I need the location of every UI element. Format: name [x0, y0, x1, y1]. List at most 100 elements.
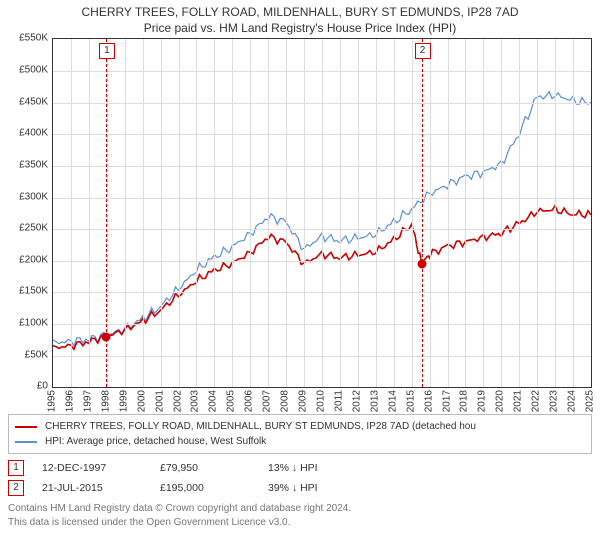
x-tick-label: 2025 — [585, 390, 596, 412]
event-dot-2 — [417, 259, 426, 268]
gridline-v — [537, 39, 538, 387]
gridline-v — [573, 39, 574, 387]
x-tick-label: 1999 — [118, 390, 129, 412]
gridline-v — [448, 39, 449, 387]
plot-area: 12 — [52, 38, 592, 388]
event-marker-inline: 1 — [8, 460, 24, 476]
x-tick-label: 2003 — [190, 390, 201, 412]
x-tick-label: 2021 — [513, 390, 524, 412]
x-tick-label: 1998 — [100, 390, 111, 412]
y-axis: £0£50K£100K£150K£200K£250K£300K£350K£400… — [8, 38, 52, 388]
gridline-v — [143, 39, 144, 387]
gridline-v — [179, 39, 180, 387]
gridline-v — [214, 39, 215, 387]
legend-area: CHERRY TREES, FOLLY ROAD, MILDENHALL, BU… — [8, 414, 592, 529]
x-tick-label: 2012 — [351, 390, 362, 412]
gridline-v — [250, 39, 251, 387]
gridline-v — [519, 39, 520, 387]
y-tick-label: £500K — [19, 65, 48, 76]
x-tick-label: 2004 — [208, 390, 219, 412]
x-tick-label: 2005 — [226, 390, 237, 412]
gridline-v — [412, 39, 413, 387]
gridline-v — [232, 39, 233, 387]
y-tick-label: £100K — [19, 318, 48, 329]
y-tick-label: £150K — [19, 286, 48, 297]
chart-title-line1: CHERRY TREES, FOLLY ROAD, MILDENHALL, BU… — [8, 4, 592, 20]
legend-row-hpi: HPI: Average price, detached house, West… — [15, 434, 585, 449]
event-date: 21-JUL-2015 — [42, 482, 142, 494]
x-tick-label: 2018 — [459, 390, 470, 412]
y-tick-label: £50K — [25, 349, 48, 360]
x-tick-label: 2023 — [549, 390, 560, 412]
gridline-v — [286, 39, 287, 387]
event-marker-2: 2 — [415, 43, 431, 59]
x-tick-label: 2008 — [280, 390, 291, 412]
x-tick-label: 2016 — [423, 390, 434, 412]
x-tick-label: 2010 — [316, 390, 327, 412]
event-data-row: 1 12-DEC-1997 £79,950 13% ↓ HPI — [8, 460, 592, 476]
y-tick-label: £250K — [19, 223, 48, 234]
gridline-v — [268, 39, 269, 387]
gridline-v — [555, 39, 556, 387]
y-tick-label: £400K — [19, 128, 48, 139]
x-tick-label: 1997 — [82, 390, 93, 412]
event-dot-1 — [101, 332, 110, 341]
x-tick-label: 2001 — [154, 390, 165, 412]
gridline-v — [340, 39, 341, 387]
x-tick-label: 2015 — [405, 390, 416, 412]
event-delta: 13% ↓ HPI — [268, 462, 318, 474]
footer-line1: Contains HM Land Registry data © Crown c… — [8, 502, 592, 516]
x-tick-label: 2017 — [441, 390, 452, 412]
legend-row-property: CHERRY TREES, FOLLY ROAD, MILDENHALL, BU… — [15, 419, 585, 434]
chart-area: £0£50K£100K£150K£200K£250K£300K£350K£400… — [8, 38, 592, 408]
y-tick-label: £550K — [19, 33, 48, 44]
x-tick-label: 2009 — [298, 390, 309, 412]
footer-note: Contains HM Land Registry data © Crown c… — [8, 502, 592, 529]
footer-line2: This data is licensed under the Open Gov… — [8, 516, 592, 530]
gridline-v — [196, 39, 197, 387]
event-price: £79,950 — [160, 462, 250, 474]
gridline-v — [483, 39, 484, 387]
x-tick-label: 2019 — [477, 390, 488, 412]
event-data-rows: 1 12-DEC-1997 £79,950 13% ↓ HPI 2 21-JUL-2015… — [8, 460, 592, 496]
x-tick-label: 2011 — [333, 390, 344, 412]
legend-swatch-property — [15, 426, 37, 428]
x-tick-label: 2024 — [567, 390, 578, 412]
gridline-v — [376, 39, 377, 387]
event-date: 12-DEC-1997 — [42, 462, 142, 474]
gridline-v — [465, 39, 466, 387]
x-tick-label: 2013 — [369, 390, 380, 412]
legend-box: CHERRY TREES, FOLLY ROAD, MILDENHALL, BU… — [8, 414, 592, 454]
x-tick-label: 2006 — [244, 390, 255, 412]
chart-title-line2: Price paid vs. HM Land Registry's House … — [8, 20, 592, 36]
legend-swatch-hpi — [15, 441, 37, 443]
event-marker-1: 1 — [99, 43, 115, 59]
y-tick-label: £300K — [19, 191, 48, 202]
gridline-v — [394, 39, 395, 387]
event-delta: 39% ↓ HPI — [268, 482, 318, 494]
event-price: £195,000 — [160, 482, 250, 494]
x-axis: 1995199619971998199920002001200220032004… — [52, 388, 592, 408]
legend-label-property: CHERRY TREES, FOLLY ROAD, MILDENHALL, BU… — [45, 419, 476, 434]
event-vertical-line — [422, 39, 423, 387]
event-data-row: 2 21-JUL-2015 £195,000 39% ↓ HPI — [8, 480, 592, 496]
gridline-v — [71, 39, 72, 387]
x-tick-label: 2002 — [172, 390, 183, 412]
x-tick-label: 1996 — [64, 390, 75, 412]
legend-label-hpi: HPI: Average price, detached house, West… — [45, 434, 266, 449]
x-tick-label: 2020 — [495, 390, 506, 412]
gridline-v — [322, 39, 323, 387]
x-tick-label: 2014 — [387, 390, 398, 412]
gridline-v — [430, 39, 431, 387]
x-tick-label: 2007 — [262, 390, 273, 412]
event-marker-inline: 2 — [8, 480, 24, 496]
gridline-v — [358, 39, 359, 387]
x-tick-label: 1995 — [47, 390, 58, 412]
x-tick-label: 2000 — [136, 390, 147, 412]
y-tick-label: £450K — [19, 96, 48, 107]
gridline-v — [501, 39, 502, 387]
gridline-v — [89, 39, 90, 387]
y-tick-label: £200K — [19, 254, 48, 265]
gridline-v — [125, 39, 126, 387]
x-tick-label: 2022 — [531, 390, 542, 412]
